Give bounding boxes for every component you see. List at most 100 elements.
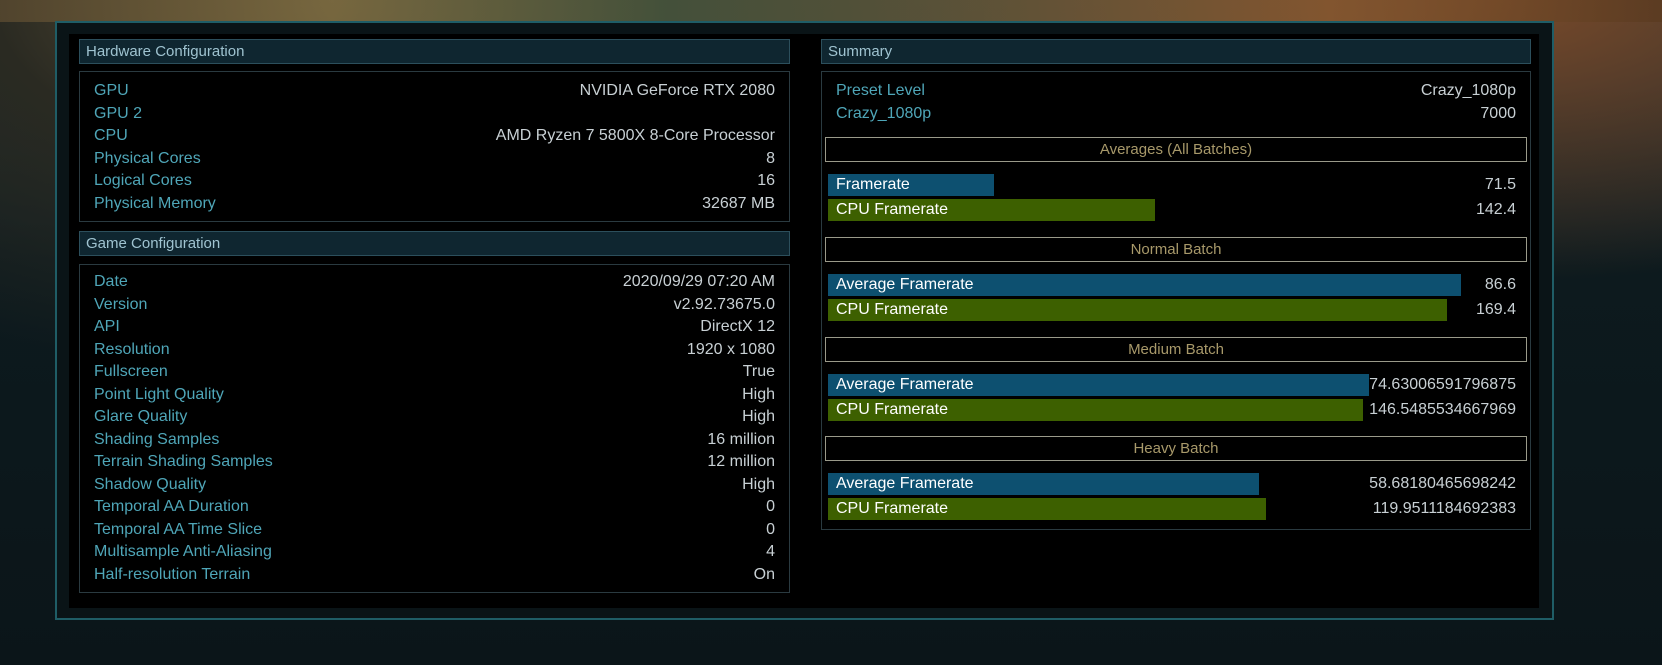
- config-value: 16: [757, 172, 775, 189]
- bar-label: CPU Framerate: [836, 301, 949, 318]
- config-label: Temporal AA Time Slice: [94, 520, 263, 538]
- bar-value: 146.5485534667969: [1369, 401, 1516, 418]
- summary-row: Crazy_1080p 7000: [836, 103, 1516, 125]
- config-value: High: [742, 475, 775, 493]
- gpu-framerate-bar: [828, 473, 1259, 495]
- summary-label: Preset Level: [836, 82, 925, 99]
- config-label: Terrain Shading Samples: [94, 453, 273, 470]
- framerate-bar-row: CPU Framerate 119.9511184692383: [828, 498, 1516, 520]
- config-label: Resolution: [94, 340, 170, 358]
- config-row: Shading Samples 16 million: [94, 429, 775, 451]
- framerate-bar-row: Average Framerate 86.6: [828, 274, 1516, 296]
- config-value: 8: [766, 149, 775, 167]
- config-row: Glare Quality High: [94, 406, 775, 428]
- config-row: CPU AMD Ryzen 7 5800X 8-Core Processor: [94, 125, 775, 147]
- config-label: Multisample Anti-Aliasing: [94, 543, 272, 560]
- config-row: Half-resolution Terrain On: [94, 564, 775, 586]
- bar-value: 71.5: [1484, 176, 1516, 193]
- config-row: Version v2.92.73675.0: [94, 294, 775, 316]
- config-row: API DirectX 12: [94, 316, 775, 338]
- bar-label: CPU Framerate: [836, 401, 949, 418]
- config-row: Physical Memory 32687 MB: [94, 193, 775, 215]
- config-label: Glare Quality: [94, 408, 188, 425]
- hardware-config-header: Hardware Configuration: [79, 39, 790, 64]
- summary-value: Crazy_1080p: [1420, 82, 1516, 99]
- framerate-bar-row: CPU Framerate 169.4: [828, 299, 1516, 321]
- batch-section-title: Averages (All Batches): [825, 137, 1527, 162]
- config-value: 32687 MB: [702, 194, 775, 212]
- config-row: Logical Cores 16: [94, 170, 775, 192]
- config-label: Physical Memory: [94, 194, 216, 212]
- batch-section-title: Heavy Batch: [825, 436, 1527, 461]
- config-value: On: [753, 565, 775, 583]
- config-label: Half-resolution Terrain: [94, 565, 251, 583]
- hardware-config-box: [79, 71, 790, 222]
- config-value: 12 million: [707, 453, 775, 470]
- config-label: GPU 2: [94, 104, 143, 122]
- config-value: 1920 x 1080: [686, 340, 775, 358]
- bar-label: Average Framerate: [836, 376, 974, 393]
- config-label: Logical Cores: [94, 172, 192, 189]
- config-label: Date: [94, 273, 128, 290]
- config-value: 0: [766, 520, 775, 538]
- cpu-framerate-bar: [828, 498, 1266, 520]
- bar-value: 86.6: [1484, 276, 1516, 293]
- config-value: 0: [766, 498, 775, 515]
- bar-value: 119.9511184692383: [1372, 500, 1516, 517]
- config-value: DirectX 12: [700, 318, 775, 335]
- config-label: Version: [94, 295, 148, 313]
- config-value: 16 million: [707, 430, 775, 448]
- config-value: AMD Ryzen 7 5800X 8-Core Processor: [495, 127, 775, 144]
- bar-value: 142.4: [1475, 201, 1516, 218]
- gpu-framerate-bar: [828, 274, 1461, 296]
- config-label: Fullscreen: [94, 363, 168, 380]
- config-row: Physical Cores 8: [94, 148, 775, 170]
- bar-label: CPU Framerate: [836, 201, 949, 218]
- config-row: Multisample Anti-Aliasing 4: [94, 541, 775, 563]
- config-row: Date 2020/09/29 07:20 AM: [94, 271, 775, 293]
- config-row: Temporal AA Duration 0: [94, 496, 775, 518]
- game-config-box: [79, 264, 790, 593]
- config-value: High: [742, 408, 775, 425]
- summary-row: Preset Level Crazy_1080p: [836, 80, 1516, 102]
- config-value: NVIDIA GeForce RTX 2080: [579, 82, 775, 99]
- summary-box: [821, 71, 1531, 530]
- bar-label: Framerate: [836, 176, 910, 193]
- config-value: True: [742, 363, 775, 380]
- game-config-header: Game Configuration: [79, 231, 790, 256]
- config-label: Temporal AA Duration: [94, 498, 249, 515]
- summary-label: Crazy_1080p: [836, 104, 932, 122]
- config-value: 4: [766, 543, 775, 560]
- results-panel: [69, 34, 1539, 608]
- cpu-framerate-bar: [828, 399, 1363, 421]
- config-label: Point Light Quality: [94, 385, 224, 403]
- bar-label: Average Framerate: [836, 276, 974, 293]
- gpu-framerate-bar: [828, 374, 1370, 396]
- config-row: Resolution 1920 x 1080: [94, 339, 775, 361]
- cpu-framerate-bar: [828, 299, 1448, 321]
- framerate-bar-row: Average Framerate 74.63006591796875: [828, 374, 1516, 396]
- bar-value: 58.68180465698242: [1369, 475, 1516, 492]
- batch-section-title: Medium Batch: [825, 337, 1527, 362]
- config-row: GPU NVIDIA GeForce RTX 2080: [94, 80, 775, 102]
- config-label: Shadow Quality: [94, 475, 207, 493]
- config-label: CPU: [94, 127, 128, 144]
- config-row: Point Light Quality High: [94, 384, 775, 406]
- background-art: [0, 0, 1662, 22]
- config-row: Fullscreen True: [94, 361, 775, 383]
- batch-section-title: Normal Batch: [825, 237, 1527, 262]
- config-value: High: [742, 385, 775, 403]
- config-value: v2.92.73675.0: [673, 295, 775, 313]
- config-row: Temporal AA Time Slice 0: [94, 519, 775, 541]
- summary-header: Summary: [821, 39, 1531, 64]
- framerate-bar-row: CPU Framerate 146.5485534667969: [828, 399, 1516, 421]
- summary-value: 7000: [1480, 104, 1516, 122]
- config-label: Physical Cores: [94, 149, 201, 167]
- bar-value: 74.63006591796875: [1369, 376, 1516, 393]
- config-label: GPU: [94, 82, 129, 99]
- cpu-framerate-bar: [828, 199, 1155, 221]
- bar-label: Average Framerate: [836, 475, 974, 492]
- bar-label: CPU Framerate: [836, 500, 949, 517]
- gpu-framerate-bar: [828, 174, 995, 196]
- config-label: Shading Samples: [94, 430, 220, 448]
